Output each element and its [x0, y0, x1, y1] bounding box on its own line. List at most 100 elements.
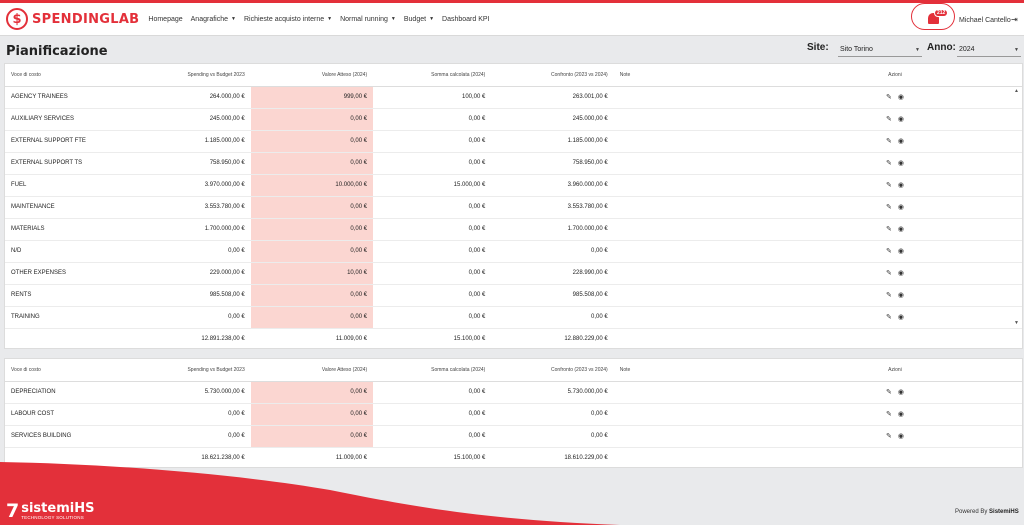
spending-cell: 3.970.000,00 €	[138, 174, 251, 197]
note-cell	[613, 425, 768, 448]
total-note-cell	[614, 328, 768, 350]
note-cell	[613, 262, 768, 285]
expected-value-cell[interactable]: 0,00 €	[250, 403, 374, 426]
user-name[interactable]: Michael Cantello	[959, 17, 1011, 24]
spending-cell: 3.553.780,00 €	[138, 196, 251, 219]
pencil-icon[interactable]: ✎	[886, 226, 892, 233]
site-select[interactable]: Sito Torino ▼	[838, 43, 922, 57]
expected-value-cell[interactable]: 0,00 €	[250, 218, 374, 241]
pencil-icon[interactable]: ✎	[886, 389, 892, 396]
pencil-icon[interactable]: ✎	[886, 248, 892, 255]
expected-value-cell[interactable]: 10.000,00 €	[250, 174, 374, 197]
column-note-header: Note	[613, 359, 768, 382]
spending-cell: 758.950,00 €	[138, 152, 251, 175]
expected-value-cell[interactable]: 0,00 €	[250, 130, 374, 153]
pencil-icon[interactable]: ✎	[886, 433, 892, 440]
totals-row: 18.621.238,00 € 11.009,00 € 15.100,00 € 18.…	[5, 447, 1022, 469]
eye-icon[interactable]: ◉	[897, 160, 905, 167]
spending-cell: 1.700.000,00 €	[138, 218, 251, 241]
calculated-sum-cell: 0,00 €	[373, 196, 492, 219]
eye-icon[interactable]: ◉	[897, 292, 905, 299]
actions-cell: ✎ ◉	[767, 284, 1022, 307]
table-row: AUXILIARY SERVICES 245.000,00 €0,00 €0,00…	[5, 108, 1022, 131]
expected-value-cell[interactable]: 999,00 €	[250, 86, 374, 109]
eye-icon[interactable]: ◉	[897, 94, 905, 101]
eye-icon[interactable]: ◉	[897, 116, 905, 123]
pencil-icon[interactable]: ✎	[886, 270, 892, 277]
pencil-icon[interactable]: ✎	[886, 182, 892, 189]
planning-table-2: Voce di costo Spending vs Budget 2023 Valo…	[5, 359, 1022, 469]
bell-icon	[927, 13, 939, 24]
note-cell	[613, 218, 768, 241]
notifications-button[interactable]: 212	[911, 3, 955, 30]
eye-icon[interactable]: ◉	[897, 182, 905, 189]
total-spending-cell: 12.891.238,00 €	[201, 336, 245, 343]
expected-value-cell[interactable]: 0,00 €	[250, 196, 374, 219]
column-note-header: Note	[613, 64, 768, 87]
actions-cell: ✎ ◉	[767, 306, 1022, 329]
cost-item-cell: FUEL	[5, 174, 139, 197]
pencil-icon[interactable]: ✎	[886, 411, 892, 418]
company-logo: 7 sistemiHS TECHNOLOGY SOLUTIONS	[6, 502, 94, 521]
eye-icon[interactable]: ◉	[897, 433, 905, 440]
eye-icon[interactable]: ◉	[897, 226, 905, 233]
table-row: N/D 0,00 €0,00 €0,00 €0,00 € ✎ ◉	[5, 240, 1022, 263]
note-cell	[613, 152, 768, 175]
nav-item-homepage[interactable]: Homepage	[148, 16, 182, 23]
expected-value-cell[interactable]: 0,00 €	[250, 108, 374, 131]
expected-value-cell[interactable]: 0,00 €	[250, 284, 374, 307]
pencil-icon[interactable]: ✎	[886, 94, 892, 101]
expected-value-cell[interactable]: 0,00 €	[250, 425, 374, 448]
nav-item-anagrafiche[interactable]: Anagrafiche ▼	[191, 16, 236, 23]
note-cell	[613, 108, 768, 131]
pencil-icon[interactable]: ✎	[886, 314, 892, 321]
eye-icon[interactable]: ◉	[897, 314, 905, 321]
spending-cell: 0,00 €	[138, 306, 251, 329]
actions-cell: ✎ ◉	[767, 425, 1022, 448]
planning-table-1: Voce di costo Spending vs Budget 2023 Valo…	[5, 64, 1022, 350]
expected-value-cell[interactable]: 0,00 €	[250, 381, 374, 404]
calculated-sum-cell: 100,00 €	[373, 86, 492, 109]
scroll-down-icon[interactable]: ▼	[1014, 320, 1019, 326]
year-select[interactable]: 2024 ▼	[957, 43, 1021, 57]
eye-icon[interactable]: ◉	[897, 204, 905, 211]
expected-value-cell[interactable]: 10,00 €	[250, 262, 374, 285]
comparison-cell: 985.508,00 €	[491, 284, 614, 307]
pencil-icon[interactable]: ✎	[886, 292, 892, 299]
brand-logo[interactable]: $ SPENDINGLAB	[6, 8, 139, 30]
eye-icon[interactable]: ◉	[897, 270, 905, 277]
eye-icon[interactable]: ◉	[897, 138, 905, 145]
column-atteso-header: Valore Atteso (2024)	[250, 359, 374, 382]
calculated-sum-cell: 0,00 €	[373, 262, 492, 285]
pencil-icon[interactable]: ✎	[886, 204, 892, 211]
pencil-icon[interactable]: ✎	[886, 160, 892, 167]
actions-cell: ✎ ◉	[767, 108, 1022, 131]
nav-item-label: Dashboard KPI	[442, 15, 490, 23]
calculated-sum-cell: 0,00 €	[373, 381, 492, 404]
pencil-icon[interactable]: ✎	[886, 116, 892, 123]
eye-icon[interactable]: ◉	[897, 389, 905, 396]
table-row: AGENCY TRAINEES 264.000,00 €999,00 €100,0…	[5, 86, 1022, 109]
totals-row: 12.891.238,00 € 11.009,00 € 15.100,00 € 12.…	[5, 328, 1022, 350]
cost-item-cell: LABOUR COST	[5, 403, 139, 426]
actions-cell: ✎ ◉	[767, 218, 1022, 241]
scroll-up-icon[interactable]: ▲	[1014, 88, 1019, 94]
expected-value-cell[interactable]: 0,00 €	[250, 152, 374, 175]
expected-value-cell[interactable]: 0,00 €	[250, 306, 374, 329]
nav-item-budget[interactable]: Budget ▼	[404, 16, 434, 23]
comparison-cell: 1.185.000,00 €	[491, 130, 614, 153]
actions-cell: ✎ ◉	[767, 240, 1022, 263]
pencil-icon[interactable]: ✎	[886, 138, 892, 145]
expected-value-cell[interactable]: 0,00 €	[250, 240, 374, 263]
nav-item-normal-running[interactable]: Normal running ▼	[340, 16, 396, 23]
nav-item-dashboard-kpi[interactable]: Dashboard KPI	[442, 16, 489, 23]
totals-label-cell	[5, 328, 139, 350]
nav-item-richieste-acquisto-interne[interactable]: Richieste acquisto interne ▼	[244, 16, 332, 23]
planning-table-card-2: Voce di costo Spending vs Budget 2023 Valo…	[4, 358, 1023, 468]
logout-icon[interactable]: ⇥	[1011, 15, 1018, 24]
eye-icon[interactable]: ◉	[897, 411, 905, 418]
caret-down-icon: ▼	[231, 16, 236, 22]
eye-icon[interactable]: ◉	[897, 248, 905, 255]
note-cell	[613, 284, 768, 307]
dollar-icon: $	[6, 8, 28, 30]
